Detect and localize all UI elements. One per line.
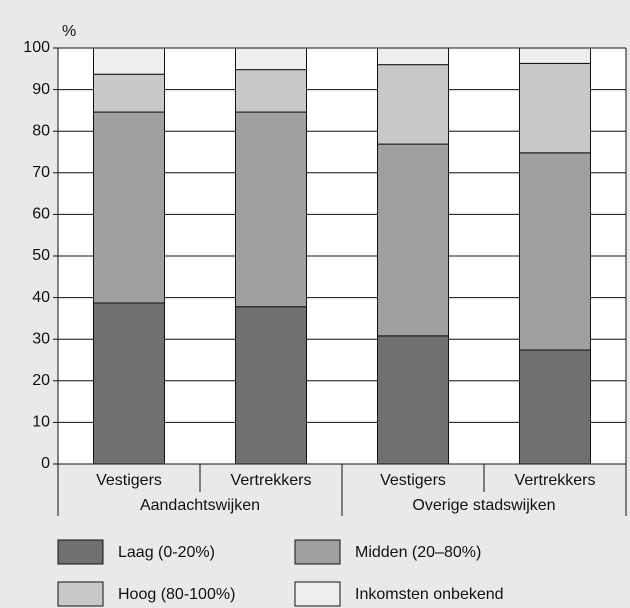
y-tick-label: 90 xyxy=(32,81,50,98)
bar-segment xyxy=(235,111,307,308)
x-tick-label: Vertrekkers xyxy=(515,472,596,489)
y-tick-label: 40 xyxy=(32,289,50,306)
bar-segment xyxy=(235,47,307,71)
group-label: Aandachtswijken xyxy=(140,497,260,514)
x-tick-label: Vestigers xyxy=(96,472,162,489)
bar-segment xyxy=(93,302,165,465)
y-tick-label: 70 xyxy=(32,164,50,181)
y-tick-label: 50 xyxy=(32,247,50,264)
bar-segment xyxy=(377,47,449,66)
bar-segment xyxy=(377,335,449,465)
bar-segment xyxy=(93,111,165,304)
x-tick-label: Vertrekkers xyxy=(231,472,312,489)
bar-segment xyxy=(519,47,591,64)
group-label: Overige stadswijken xyxy=(412,497,555,514)
legend-swatch xyxy=(57,581,104,607)
y-tick-label: 80 xyxy=(32,122,50,139)
bar-segment xyxy=(377,64,449,145)
bar-segment xyxy=(519,152,591,351)
bar-segment xyxy=(93,47,165,75)
y-tick-label: 0 xyxy=(41,455,50,472)
legend-swatch xyxy=(294,539,341,565)
bar-segment xyxy=(93,73,165,113)
legend-label: Inkomsten onbekend xyxy=(355,586,504,603)
y-tick-label: 10 xyxy=(32,414,50,431)
legend-label: Laag (0-20%) xyxy=(118,544,215,561)
y-tick-label: 100 xyxy=(23,39,50,56)
y-tick-label: 20 xyxy=(32,372,50,389)
bar-segment xyxy=(235,306,307,465)
y-axis-label: % xyxy=(62,23,76,40)
legend-swatch xyxy=(294,581,341,607)
bar-segment xyxy=(519,62,591,154)
bar-segment xyxy=(377,143,449,337)
bar-segment xyxy=(519,349,591,465)
bar-segment xyxy=(235,69,307,113)
x-tick-label: Vestigers xyxy=(380,472,446,489)
legend-label: Midden (20–80%) xyxy=(355,544,481,561)
legend-swatch xyxy=(57,539,104,565)
y-tick-label: 60 xyxy=(32,206,50,223)
legend-label: Hoog (80-100%) xyxy=(118,586,235,603)
y-tick-label: 30 xyxy=(32,330,50,347)
